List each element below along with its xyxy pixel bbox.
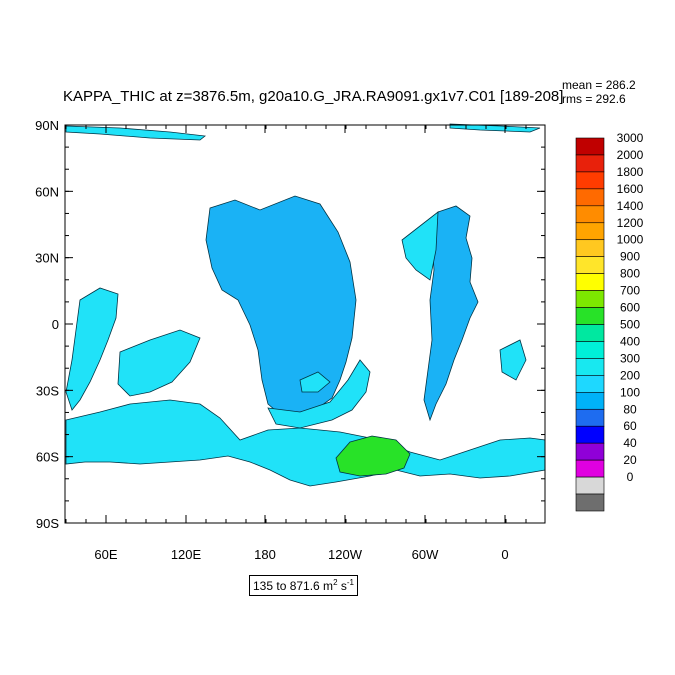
colorbar-label: 20	[623, 453, 637, 467]
colorbar-label: 80	[623, 402, 637, 416]
lat-label: 0	[52, 317, 59, 332]
colorbar-swatch	[575, 425, 605, 444]
colorbar-swatch	[575, 154, 605, 173]
mean-stat: mean = 286.2	[562, 78, 636, 92]
colorbar-swatch	[575, 205, 605, 224]
colorbar-label: 2000	[617, 148, 644, 162]
rms-stat: rms = 292.6	[562, 92, 626, 106]
colorbar-swatch	[575, 324, 605, 342]
lon-label: 120W	[328, 547, 363, 562]
atlantic-region	[423, 205, 479, 422]
colorbar-swatch	[575, 307, 605, 325]
colorbar-swatch	[575, 392, 605, 410]
lon-label: 60E	[94, 547, 117, 562]
lon-label: 120E	[171, 547, 202, 562]
southern-ocean-region	[65, 399, 546, 487]
colorbar-swatch	[575, 493, 605, 512]
colorbar-swatch	[575, 239, 605, 257]
lat-label: 90S	[36, 516, 59, 531]
colorbar-label: 0	[627, 470, 634, 484]
range-exp-2: -1	[346, 578, 354, 587]
colorbar-swatch	[575, 375, 605, 393]
colorbar-swatch	[575, 408, 605, 427]
colorbar-label: 400	[620, 334, 640, 348]
colorbar-swatch	[575, 341, 605, 359]
colorbar-swatch	[575, 459, 605, 478]
colorbar-swatch	[575, 222, 605, 241]
south-pacific-region	[267, 359, 371, 429]
colorbar-label: 100	[620, 385, 640, 399]
weddell-sea-region	[335, 435, 411, 477]
colorbar-swatch	[575, 171, 605, 190]
lat-label: 60N	[35, 184, 59, 199]
colorbar-label: 1200	[617, 216, 644, 230]
colorbar-swatch	[575, 290, 605, 308]
colorbar-swatch	[575, 188, 605, 207]
colorbar-label: 900	[620, 250, 640, 264]
colorbar-label: 1000	[617, 233, 644, 247]
colorbar-swatch	[575, 273, 605, 291]
colorbar-swatch	[575, 476, 605, 495]
lon-label: 0	[501, 547, 508, 562]
lon-label: 180	[254, 547, 276, 562]
colorbar-swatch	[575, 256, 605, 274]
data-range-box: 135 to 871.6 m2 s-1	[249, 575, 358, 596]
colorbar-label: 700	[620, 284, 640, 298]
colorbar-label: 800	[620, 267, 640, 281]
indian-ocean-region	[65, 287, 119, 411]
north-atlantic-light	[401, 211, 439, 281]
colorbar-label: 1600	[617, 182, 644, 196]
range-text: 135 to 871.6 m	[253, 579, 334, 593]
colorbar-label: 500	[620, 318, 640, 332]
colorbar-label: 1400	[617, 199, 644, 213]
colorbar-label: 300	[620, 351, 640, 365]
range-unit-s: s	[337, 579, 347, 593]
colorbar-swatch	[575, 442, 605, 461]
lat-label: 90N	[35, 118, 59, 133]
colorbar-label: 1800	[617, 165, 644, 179]
arctic-strip-west	[65, 125, 207, 141]
colorbar-label: 600	[620, 301, 640, 315]
lat-label: 60S	[36, 450, 59, 465]
plot-title: KAPPA_THIC at z=3876.5m, g20a10.G_JRA.RA…	[63, 88, 564, 105]
lon-label: 60W	[412, 547, 439, 562]
colorbar-swatch	[575, 358, 605, 376]
colorbar-label: 40	[623, 436, 637, 450]
pacific-light-patch	[299, 371, 331, 393]
colorbar-label: 200	[620, 368, 640, 382]
range-exp-1: 2	[333, 578, 338, 587]
lat-label: 30S	[36, 383, 59, 398]
colorbar-swatch	[575, 137, 605, 156]
arctic-strip-east	[449, 123, 541, 133]
east-atlantic-patch	[499, 339, 527, 381]
pacific-region	[205, 195, 357, 417]
lat-label: 30N	[35, 251, 59, 266]
colorbar-label: 60	[623, 419, 637, 433]
australia-basin-region	[117, 329, 201, 397]
colorbar-label: 3000	[617, 131, 644, 145]
